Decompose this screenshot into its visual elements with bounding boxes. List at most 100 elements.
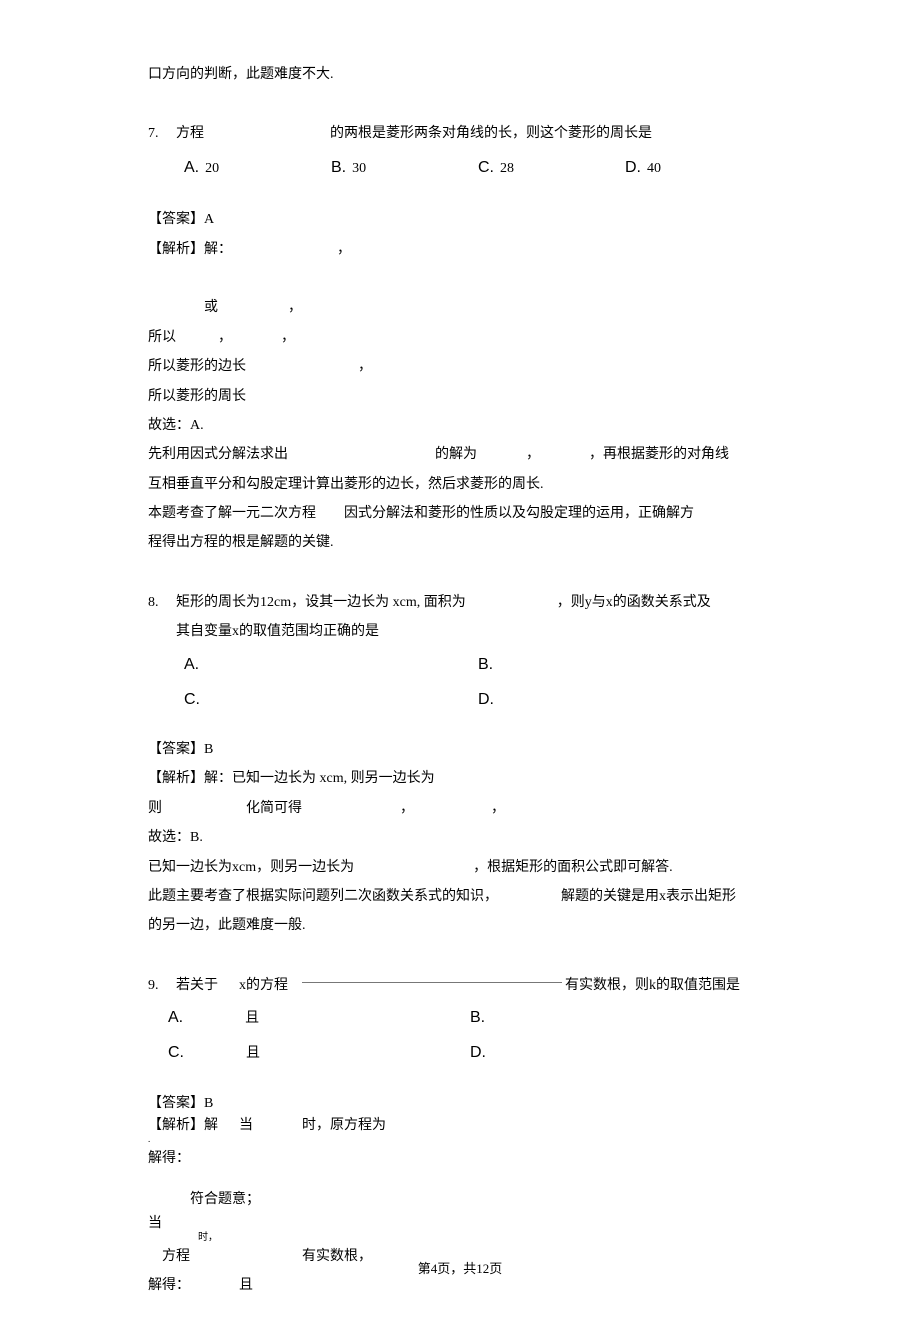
opt-letter: D. bbox=[470, 1035, 486, 1070]
q7-expl-4: 程得出方程的根是解题的关键. bbox=[148, 528, 772, 557]
q7: 7. 方程 的两根是菱形两条对角线的长，则这个菱形的周长是 bbox=[148, 119, 772, 148]
opt-letter: A. bbox=[184, 647, 199, 682]
opt-value: 20 bbox=[205, 152, 219, 186]
q9-opt-a: A. 且 bbox=[168, 1000, 470, 1035]
q9-fit: 符合题意； bbox=[148, 1185, 772, 1214]
q8-stem2: 其自变量x的取值范围均正确的是 bbox=[176, 617, 772, 646]
q7-opt-b: B.30 bbox=[331, 149, 478, 187]
opt-letter: D. bbox=[478, 682, 494, 717]
text: ，再根据菱形的对角线 bbox=[589, 447, 729, 462]
q7-number: 7. bbox=[148, 119, 176, 148]
q9-dot: . bbox=[148, 1135, 772, 1144]
q9-when2: 当 bbox=[148, 1214, 772, 1234]
q8-number: 8. bbox=[148, 588, 176, 647]
q8-opt-d: D. bbox=[478, 682, 772, 717]
q7-expl-3: 本题考查了解一元二次方程 因式分解法和菱形的性质以及勾股定理的运用，正确解方 bbox=[148, 499, 772, 528]
q7-opt-c: C.28 bbox=[478, 149, 625, 187]
gap bbox=[222, 978, 236, 993]
opt-letter: C. bbox=[184, 682, 200, 717]
q9-opt-b: B. bbox=[470, 1000, 772, 1035]
q9-when: 当 bbox=[239, 1118, 253, 1133]
q7-stem-text: 方程 的两根是菱形两条对角线的长，则这个菱形的周长是 bbox=[176, 126, 652, 141]
q7-expl-1: 先利用因式分解法求出 的解为 ， ，再根据菱形的对角线 bbox=[148, 440, 772, 469]
sol-prefix: 【解析】解： bbox=[148, 242, 232, 257]
q7-answer-block: 【答案】A 【解析】解： ， 或 ， 所以 ， ， 所以菱形的边长 ， 所以菱形… bbox=[148, 205, 772, 558]
q8-solution-label: 【解析】解：已知一边长为 xcm, 则另一边长为 bbox=[148, 764, 772, 793]
sol-gap bbox=[236, 242, 334, 257]
q8: 8. 矩形的周长为12cm，设其一边长为 xcm, 面积为 ，则y与x的函数关系… bbox=[148, 588, 772, 647]
q9-answer: 【答案】B bbox=[148, 1089, 772, 1118]
gap bbox=[292, 447, 432, 462]
q8-stem1: 矩形的周长为12cm，设其一边长为 xcm, 面积为 bbox=[176, 595, 466, 610]
text: 先利用因式分解法求出 bbox=[148, 447, 288, 462]
opt-letter: C. bbox=[168, 1035, 184, 1070]
q9-opt-c: C. 且 bbox=[168, 1035, 470, 1070]
text: 的解为 bbox=[435, 447, 477, 462]
q9-when2-b: 时， bbox=[148, 1234, 772, 1242]
gap bbox=[358, 860, 470, 875]
opt-letter: A. bbox=[184, 149, 199, 187]
q8-stem1b: ，则y与x的函数关系式及 bbox=[557, 595, 711, 610]
q9-when-b: 时，原方程为 bbox=[302, 1118, 386, 1133]
sol-punc: ， bbox=[337, 242, 351, 257]
opt-letter: A. bbox=[168, 1000, 183, 1035]
q8-options: A. B. C. D. bbox=[184, 647, 772, 717]
q7-blank-line bbox=[148, 264, 772, 293]
text: 此题主要考查了根据实际问题列二次函数关系式的知识， bbox=[148, 889, 498, 904]
q9-solution-row: 【解析】解 当 时，原方程为 bbox=[148, 1118, 772, 1135]
opt-letter: D. bbox=[625, 149, 641, 187]
opt-value: 且 bbox=[189, 1004, 259, 1035]
opt-letter: B. bbox=[331, 149, 346, 187]
q7-line-or: 或 ， bbox=[148, 293, 772, 322]
q8-line-pick: 故选：B. bbox=[148, 823, 772, 852]
q8-opt-c: C. bbox=[184, 682, 478, 717]
gap bbox=[257, 1118, 299, 1133]
opt-value: 40 bbox=[647, 152, 661, 186]
gap bbox=[481, 447, 523, 462]
intro-tail: 口方向的判断，此题难度不大. bbox=[148, 60, 772, 89]
q8-stem: 矩形的周长为12cm，设其一边长为 xcm, 面积为 ，则y与x的函数关系式及 … bbox=[176, 588, 772, 647]
q7-line-side: 所以菱形的边长 ， bbox=[148, 352, 772, 381]
q7-opt-a: A.20 bbox=[184, 149, 331, 187]
q9-stem-a: 若关于 bbox=[176, 978, 218, 993]
gap bbox=[469, 595, 553, 610]
text: ，根据矩形的面积公式即可解答. bbox=[473, 860, 673, 875]
q9-stem: 若关于 x的方程 有实数根，则k的取值范围是 bbox=[176, 971, 772, 1000]
q8-expl-1: 已知一边长为xcm，则另一边长为 ，根据矩形的面积公式即可解答. bbox=[148, 853, 772, 882]
q8-line-then: 则 化简可得 ， ， bbox=[148, 794, 772, 823]
opt-value: 且 bbox=[190, 1039, 260, 1070]
q7-answer: 【答案】A bbox=[148, 205, 772, 234]
q9: 9. 若关于 x的方程 有实数根，则k的取值范围是 bbox=[148, 971, 772, 1000]
gap bbox=[544, 447, 586, 462]
q7-solution-label: 【解析】解： ， bbox=[148, 235, 772, 264]
opt-value: 28 bbox=[500, 152, 514, 186]
q9-strike bbox=[302, 982, 562, 983]
q7-line-pick: 故选：A. bbox=[148, 411, 772, 440]
q7-expl-2: 互相垂直平分和勾股定理计算出菱形的边长，然后求菱形的周长. bbox=[148, 470, 772, 499]
q9-number: 9. bbox=[148, 971, 176, 1000]
q7-line-so1: 所以 ， ， bbox=[148, 323, 772, 352]
gap bbox=[502, 889, 558, 904]
q9-sol-label: 【解析】解 bbox=[148, 1118, 218, 1133]
q8-opt-a: A. bbox=[184, 647, 478, 682]
gap bbox=[222, 1118, 236, 1133]
page-body: 口方向的判断，此题难度不大. 7. 方程 的两根是菱形两条对角线的长，则这个菱形… bbox=[0, 0, 920, 1341]
page-footer: 第4页，共12页 bbox=[0, 1258, 920, 1277]
text: 已知一边长为xcm，则另一边长为 bbox=[148, 860, 354, 875]
q9-options: A. 且 B. C. 且 D. bbox=[168, 1000, 772, 1070]
q7-stem: 方程 的两根是菱形两条对角线的长，则这个菱形的周长是 bbox=[176, 119, 772, 148]
q9-opt-d: D. bbox=[470, 1035, 772, 1070]
opt-value: 30 bbox=[352, 152, 366, 186]
opt-letter: C. bbox=[478, 149, 494, 187]
q8-expl-3: 的另一边，此题难度一般. bbox=[148, 911, 772, 940]
q8-answer: 【答案】B bbox=[148, 735, 772, 764]
opt-letter: B. bbox=[478, 647, 493, 682]
opt-letter: B. bbox=[470, 1000, 485, 1035]
q7-opt-d: D.40 bbox=[625, 149, 772, 187]
q9-solve: 解得： bbox=[148, 1144, 772, 1173]
q9-stem-c: 有实数根，则k的取值范围是 bbox=[565, 978, 740, 993]
q8-expl-2: 此题主要考查了根据实际问题列二次函数关系式的知识， 解题的关键是用x表示出矩形 bbox=[148, 882, 772, 911]
text: 解题的关键是用x表示出矩形 bbox=[561, 889, 736, 904]
q9-stem-b: x的方程 bbox=[239, 978, 288, 993]
q8-opt-b: B. bbox=[478, 647, 772, 682]
